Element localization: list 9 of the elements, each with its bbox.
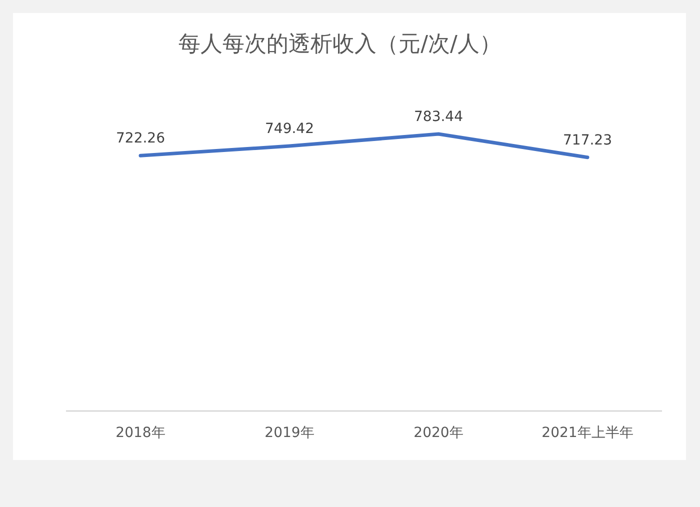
x-tick-label: 2020年: [414, 425, 464, 441]
data-label: 722.26: [116, 130, 166, 147]
data-label: 749.42: [265, 121, 314, 138]
data-label: 783.44: [414, 109, 464, 125]
x-tick-label: 2018年: [116, 425, 166, 441]
x-tick-label: 2021年上半年: [542, 425, 634, 441]
x-tick-label: 2019年: [264, 425, 314, 441]
data-label: 717.23: [563, 132, 612, 148]
chart-title: 每人每次的透析收入（元/次/人）: [178, 32, 502, 57]
